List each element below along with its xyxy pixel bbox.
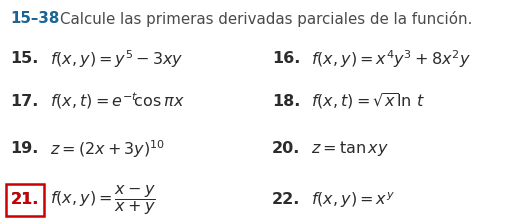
Text: 15–38: 15–38 xyxy=(10,11,60,26)
Text: 15.: 15. xyxy=(10,51,39,66)
Text: $f(x, y) = x^y$: $f(x, y) = x^y$ xyxy=(311,190,395,210)
Text: 21.: 21. xyxy=(10,192,39,207)
Text: $z = \tan xy$: $z = \tan xy$ xyxy=(311,139,389,158)
Text: Calcule las primeras derivadas parciales de la función.: Calcule las primeras derivadas parciales… xyxy=(60,11,472,27)
Text: 19.: 19. xyxy=(10,141,39,156)
Text: $f(x, t) = \sqrt{x}\ln\, t$: $f(x, t) = \sqrt{x}\ln\, t$ xyxy=(311,91,425,111)
Text: 17.: 17. xyxy=(10,93,39,109)
Text: 21.: 21. xyxy=(10,192,39,207)
Text: 16.: 16. xyxy=(272,51,300,66)
Text: $f(x, t) = e^{-t}\!\cos \pi x$: $f(x, t) = e^{-t}\!\cos \pi x$ xyxy=(50,91,184,111)
Text: 20.: 20. xyxy=(272,141,300,156)
Text: $z = (2x + 3y)^{10}$: $z = (2x + 3y)^{10}$ xyxy=(50,138,165,160)
Text: 18.: 18. xyxy=(272,93,300,109)
Text: $f(x, y) = x^4y^3 + 8x^2y$: $f(x, y) = x^4y^3 + 8x^2y$ xyxy=(311,48,471,70)
Text: 22.: 22. xyxy=(272,192,300,207)
Text: $f(x, y) = y^5 - 3xy$: $f(x, y) = y^5 - 3xy$ xyxy=(50,48,183,70)
Text: $f(x, y) = \dfrac{x - y}{x + y}$: $f(x, y) = \dfrac{x - y}{x + y}$ xyxy=(50,183,155,217)
